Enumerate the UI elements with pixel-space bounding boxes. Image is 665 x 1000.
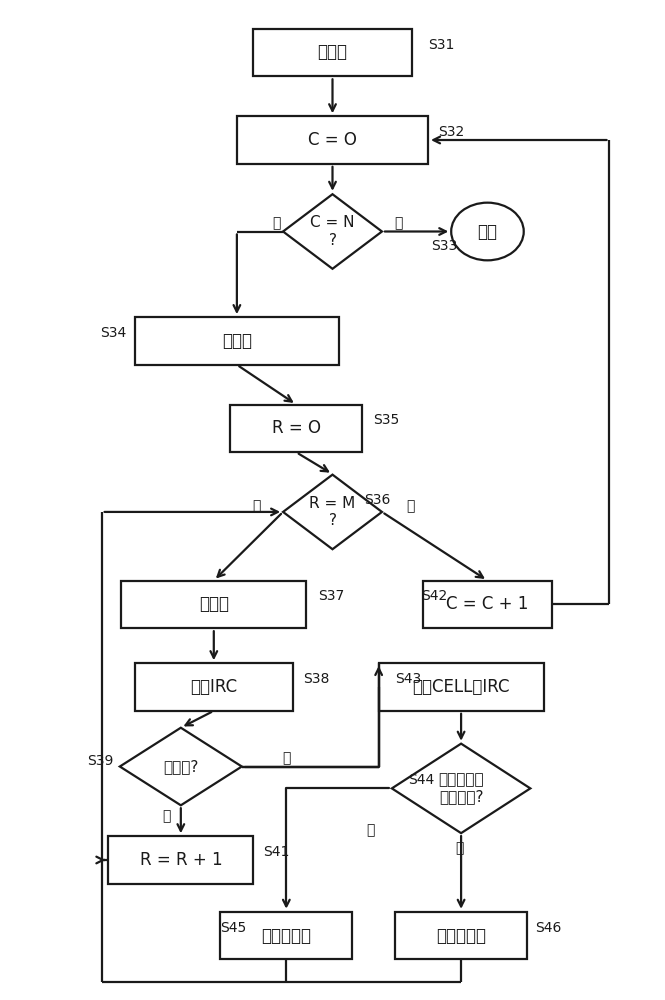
Text: S34: S34 [100, 326, 126, 340]
Text: 是: 是 [394, 217, 402, 231]
Bar [230, 405, 362, 452]
Text: 记录CELL和IRC: 记录CELL和IRC [412, 678, 510, 696]
Bar [220, 912, 352, 959]
Text: C = C + 1: C = C + 1 [446, 595, 529, 613]
Text: C = N
?: C = N ? [311, 215, 354, 248]
Text: 初始化: 初始化 [317, 43, 348, 62]
Text: S33: S33 [432, 239, 458, 253]
Text: 更新包络区: 更新包络区 [261, 927, 311, 945]
Text: C = O: C = O [308, 131, 357, 149]
Text: 测量IRC: 测量IRC [190, 678, 237, 696]
Polygon shape [283, 475, 382, 549]
Bar [135, 663, 293, 711]
Text: R = O: R = O [272, 419, 321, 437]
Text: S35: S35 [373, 413, 400, 427]
Bar [253, 29, 412, 76]
Text: S31: S31 [428, 38, 454, 52]
Text: 列调整: 列调整 [222, 332, 252, 350]
Bar [122, 581, 306, 628]
Text: S42: S42 [422, 589, 448, 603]
Text: 是: 是 [406, 499, 414, 513]
Text: 否: 否 [162, 809, 170, 823]
Text: S37: S37 [318, 589, 344, 603]
Text: S45: S45 [220, 921, 247, 935]
Text: 否: 否 [253, 499, 261, 513]
Text: 是: 是 [282, 752, 291, 766]
Text: S43: S43 [395, 672, 422, 686]
Text: S46: S46 [535, 921, 562, 935]
Text: 有效值?: 有效值? [163, 759, 199, 774]
Text: 否: 否 [272, 217, 281, 231]
Text: S36: S36 [364, 493, 390, 507]
Text: S38: S38 [303, 672, 329, 686]
Bar [423, 581, 552, 628]
Bar [378, 663, 543, 711]
Ellipse shape [451, 203, 524, 260]
Text: R = M
?: R = M ? [309, 496, 356, 528]
Bar [135, 317, 339, 365]
Bar [395, 912, 527, 959]
Polygon shape [392, 744, 530, 833]
Bar [108, 836, 253, 884]
Text: 结束: 结束 [477, 223, 497, 240]
Text: 是: 是 [366, 823, 375, 837]
Text: S41: S41 [263, 845, 290, 859]
Polygon shape [120, 728, 242, 805]
Text: R = R + 1: R = R + 1 [140, 851, 222, 869]
Bar [237, 116, 428, 164]
Text: 否: 否 [456, 841, 464, 855]
Text: 检验记录的
相邻单元?: 检验记录的 相邻单元? [438, 772, 484, 805]
Text: 行调整: 行调整 [199, 595, 229, 613]
Text: 创建包络区: 创建包络区 [436, 927, 486, 945]
Polygon shape [283, 194, 382, 269]
Text: S39: S39 [87, 754, 114, 768]
Text: S44: S44 [408, 773, 435, 787]
Text: S32: S32 [438, 125, 464, 139]
